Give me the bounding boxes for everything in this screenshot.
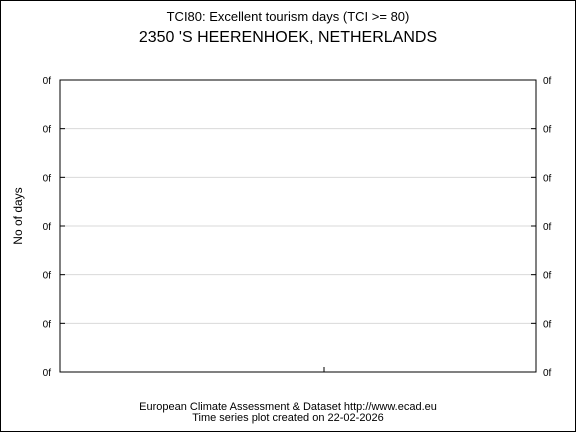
y-tick-label-right: 0f bbox=[543, 76, 552, 87]
grid-lines bbox=[60, 128, 536, 324]
y-tick-label-left: 0f bbox=[43, 222, 52, 233]
y-tick-label-right: 0f bbox=[543, 319, 552, 330]
y-axis-label: No of days bbox=[11, 187, 25, 244]
chart-title: TCI80: Excellent tourism days (TCI >= 80… bbox=[167, 9, 410, 24]
y-tick-label-right: 0f bbox=[543, 173, 552, 184]
y-tick-label-left: 0f bbox=[43, 271, 52, 282]
y-tick-label-left: 0f bbox=[43, 368, 52, 379]
y-axis-ticks: 0f 0f 0f 0f 0f 0f 0f 0f 0f 0f 0f 0f 0f 0f bbox=[43, 76, 552, 379]
y-tick-label-left: 0f bbox=[43, 319, 52, 330]
y-tick-label-left: 0f bbox=[43, 125, 52, 136]
y-tick-label-right: 0f bbox=[543, 125, 552, 136]
y-tick-label-left: 0f bbox=[43, 173, 52, 184]
footer-created: Time series plot created on 22-02-2026 bbox=[192, 412, 384, 424]
y-tick-label-left: 0f bbox=[43, 76, 52, 87]
footer-source: European Climate Assessment & Dataset ht… bbox=[139, 401, 437, 413]
y-tick-label-right: 0f bbox=[543, 271, 552, 282]
chart-subtitle: 2350 'S HEERENHOEK, NETHERLANDS bbox=[139, 29, 437, 46]
y-tick-label-right: 0f bbox=[543, 222, 552, 233]
y-tick-label-right: 0f bbox=[543, 368, 552, 379]
